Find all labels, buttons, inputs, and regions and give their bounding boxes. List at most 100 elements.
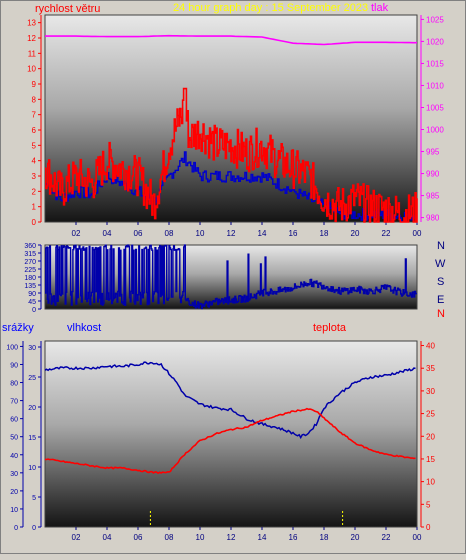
temperature-y-tick-label: 35 (426, 364, 435, 373)
wind-y-tick-label: 5 (32, 141, 37, 150)
wind-y-tick-label: 10 (27, 65, 36, 74)
temperature-y-tick-label: 25 (426, 410, 435, 419)
pressure-y-tick-label: 985 (426, 192, 440, 201)
pressure-line (45, 34, 417, 46)
humidity-y-tick-label: 50 (10, 435, 18, 442)
pressure-y-tick-label: 1020 (426, 37, 444, 46)
bottom-x-tick-label: 10 (196, 533, 205, 542)
wind-y-tick-label: 7 (32, 111, 37, 120)
precip-y-tick-label: 25 (28, 375, 36, 382)
humidity-y-tick-label: 80 (10, 381, 18, 388)
direction-y-tick-label: 225 (24, 267, 36, 274)
wind-y-tick-label: 3 (32, 172, 37, 181)
wind-x-tick-label: 20 (351, 229, 360, 238)
compass-s: S (437, 276, 444, 288)
precip-y-tick-label: 30 (28, 345, 36, 352)
temperature-y-tick-label: 15 (426, 455, 435, 464)
humidity-plot-area (44, 340, 418, 528)
wind-y-tick-label: 13 (27, 19, 36, 28)
compass-e: E (437, 294, 444, 306)
temperature-y-tick-label: 10 (426, 478, 435, 487)
bottom-x-tick-label: 12 (227, 533, 236, 542)
wind-y-tick-label: 6 (32, 126, 37, 135)
wind-x-tick-label: 16 (289, 229, 298, 238)
wind-x-tick-label: 02 (72, 229, 81, 238)
bottom-x-tick-label: 04 (103, 533, 112, 542)
precip-y-tick-label: 5 (32, 495, 36, 502)
pressure-y-tick-label: 1005 (426, 103, 444, 112)
direction-y-tick-label: 360 (24, 243, 36, 250)
wind-x-tick-label: 10 (196, 229, 205, 238)
wind-y-tick-label: 1 (32, 203, 37, 212)
direction-y-tick-label: 315 (24, 251, 36, 258)
humidity-y-tick-label: 60 (10, 417, 18, 424)
bottom-x-tick-label: 20 (351, 533, 360, 542)
wind-x-tick-label: 00 (413, 229, 422, 238)
humidity-y-tick-label: 20 (10, 489, 18, 496)
bottom-x-tick-label: 06 (134, 533, 143, 542)
pressure-y-tick-label: 1000 (426, 126, 444, 135)
humidity-y-tick-label: 100 (6, 344, 18, 351)
wind-x-tick-label: 08 (165, 229, 174, 238)
wind-direction-line (45, 244, 417, 310)
pressure-y-tick-label: 990 (426, 170, 440, 179)
pressure-y-tick-label: 1010 (426, 81, 444, 90)
compass-n-bottom: N (437, 308, 445, 320)
chart-layer: 0123456789101112139809859909951000100510… (6, 15, 444, 542)
temperature-y-tick-label: 0 (426, 523, 431, 532)
wind-y-tick-label: 11 (28, 49, 37, 58)
precip-label: srážky (2, 322, 34, 334)
compass-w: W (435, 258, 446, 270)
direction-y-tick-label: 0 (32, 307, 36, 314)
bottom-x-tick-label: 02 (72, 533, 81, 542)
humidity-label: vlhkost (67, 322, 101, 334)
direction-y-tick-label: 90 (28, 291, 36, 298)
pressure-y-tick-label: 1015 (426, 59, 444, 68)
bottom-x-tick-label: 16 (289, 533, 298, 542)
pressure-y-tick-label: 980 (426, 214, 440, 223)
direction-y-tick-label: 45 (28, 299, 36, 306)
temperature-y-tick-label: 5 (426, 500, 431, 509)
bottom-x-tick-label: 08 (165, 533, 174, 542)
bottom-x-tick-label: 14 (258, 533, 267, 542)
precip-y-tick-label: 10 (28, 465, 36, 472)
pressure-y-tick-label: 995 (426, 148, 440, 157)
wind-y-tick-label: 2 (32, 187, 37, 196)
direction-y-tick-label: 270 (24, 259, 36, 266)
temperature-y-tick-label: 30 (426, 387, 435, 396)
wind-y-tick-label: 8 (32, 95, 37, 104)
direction-y-tick-label: 135 (24, 283, 36, 290)
wind-plot-area (44, 14, 418, 223)
precip-y-tick-label: 0 (32, 525, 36, 532)
direction-y-tick-label: 180 (24, 275, 36, 282)
temperature-y-tick-label: 40 (426, 342, 435, 351)
precip-y-tick-label: 15 (28, 435, 36, 442)
compass-n-top: N (437, 240, 445, 252)
humidity-y-tick-label: 10 (10, 507, 18, 514)
humidity-y-tick-label: 90 (10, 362, 18, 369)
wind-speed-label: rychlost větru (35, 3, 100, 15)
wind-x-tick-label: 06 (134, 229, 143, 238)
graph-title: 24 hour graph day : 15 September 2023 (173, 2, 368, 14)
wind-x-tick-label: 12 (227, 229, 236, 238)
humidity-y-tick-label: 70 (10, 399, 18, 406)
wind-y-tick-label: 12 (27, 34, 36, 43)
pressure-y-tick-label: 1025 (426, 15, 444, 24)
wind-x-tick-label: 18 (320, 229, 329, 238)
temperature-line (44, 407, 416, 475)
temperature-y-tick-label: 20 (426, 432, 435, 441)
wind-y-tick-label: 9 (32, 80, 37, 89)
wind-y-tick-label: 4 (32, 157, 37, 166)
wind-x-tick-label: 04 (103, 229, 112, 238)
bottom-x-tick-label: 18 (320, 533, 329, 542)
wind-speed-line (45, 87, 418, 223)
wind-y-tick-label: 0 (32, 218, 37, 227)
temperature-label: teplota (313, 322, 347, 334)
pressure-label: tlak (371, 2, 389, 14)
humidity-y-tick-label: 0 (14, 525, 18, 532)
humidity-y-tick-label: 30 (10, 471, 18, 478)
humidity-y-tick-label: 40 (10, 453, 18, 460)
humidity-line (44, 361, 416, 440)
